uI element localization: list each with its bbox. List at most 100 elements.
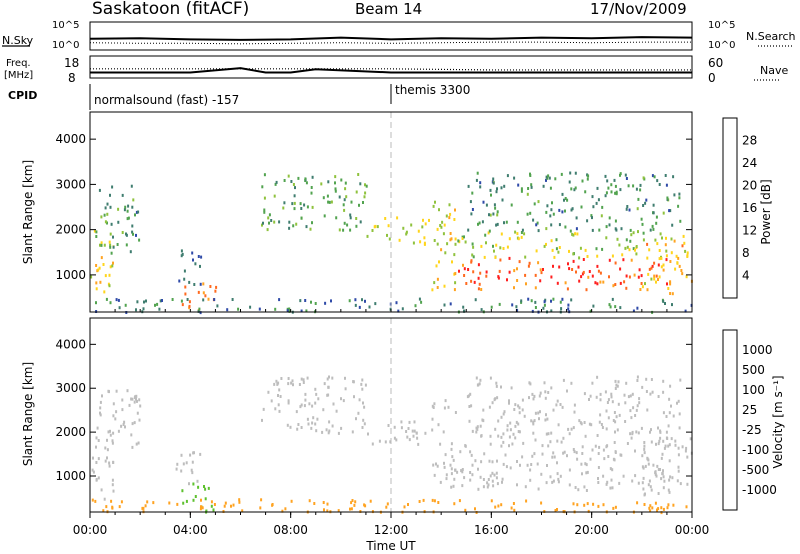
xtick-label: 00:00 bbox=[675, 523, 710, 537]
heatmap-cell bbox=[545, 481, 548, 485]
heatmap-cell bbox=[293, 201, 296, 205]
heatmap-cell bbox=[665, 258, 668, 262]
heatmap-cell bbox=[670, 237, 673, 241]
heatmap-cell bbox=[576, 503, 579, 507]
heatmap-cell bbox=[231, 298, 234, 301]
heatmap-cell bbox=[263, 210, 266, 214]
heatmap-cell bbox=[619, 281, 622, 285]
heatmap-cell bbox=[203, 485, 205, 488]
heatmap-cell bbox=[662, 411, 665, 415]
heatmap-cell bbox=[537, 200, 540, 204]
heatmap-cell bbox=[138, 398, 141, 402]
heatmap-cell bbox=[300, 426, 303, 429]
date-title: 17/Nov/2009 bbox=[590, 0, 687, 18]
heatmap-cell bbox=[261, 418, 263, 422]
heatmap-cell bbox=[397, 309, 400, 313]
heatmap-cell bbox=[120, 424, 123, 428]
heatmap-cell bbox=[568, 468, 571, 472]
heatmap-cell bbox=[440, 225, 443, 229]
heatmap-cell bbox=[405, 232, 408, 236]
heatmap-cell bbox=[485, 241, 487, 245]
heatmap-cell bbox=[331, 424, 334, 428]
heatmap-cell bbox=[528, 396, 530, 400]
heatmap-cell bbox=[104, 459, 107, 463]
heatmap-cell bbox=[657, 468, 660, 471]
heatmap-cell bbox=[569, 229, 572, 233]
heatmap-cell bbox=[176, 502, 179, 506]
heatmap-cell bbox=[135, 442, 138, 446]
heatmap-cell bbox=[489, 434, 492, 438]
heatmap-cell bbox=[363, 195, 366, 199]
colorbar-tick-label: 500 bbox=[742, 363, 765, 377]
heatmap-cell bbox=[653, 261, 656, 265]
heatmap-cell bbox=[282, 206, 285, 210]
heatmap-cell bbox=[445, 473, 448, 477]
heatmap-cell bbox=[395, 438, 398, 442]
heatmap-cell bbox=[517, 422, 520, 426]
heatmap-cell bbox=[599, 271, 602, 275]
heatmap-cell bbox=[686, 251, 689, 255]
heatmap-cell bbox=[288, 226, 291, 230]
heatmap-cell bbox=[310, 426, 313, 430]
heatmap-cell bbox=[557, 477, 560, 481]
heatmap-cell bbox=[135, 394, 138, 398]
heatmap-cell bbox=[191, 460, 194, 464]
heatmap-cell bbox=[330, 299, 332, 303]
heatmap-cell bbox=[286, 309, 289, 313]
heatmap-cell bbox=[534, 273, 537, 277]
heatmap-cell bbox=[612, 457, 615, 461]
heatmap-cell bbox=[161, 299, 163, 302]
heatmap-cell bbox=[131, 397, 134, 401]
heatmap-cell bbox=[489, 376, 492, 380]
heatmap-cell bbox=[480, 244, 483, 248]
heatmap-cell bbox=[463, 274, 466, 277]
heatmap-cell bbox=[450, 467, 453, 471]
heatmap-cell bbox=[642, 476, 645, 480]
heatmap-cell bbox=[660, 265, 663, 269]
heatmap-cell bbox=[293, 207, 296, 211]
heatmap-cell bbox=[198, 307, 201, 311]
heatmap-cell bbox=[304, 398, 307, 402]
heatmap-cell bbox=[491, 460, 494, 464]
heatmap-cell bbox=[184, 292, 187, 296]
xtick-label: 16:00 bbox=[474, 523, 509, 537]
freq-series-line bbox=[90, 67, 692, 74]
heatmap-cell bbox=[530, 419, 533, 423]
heatmap-cell bbox=[492, 177, 495, 181]
heatmap-cell bbox=[90, 275, 93, 279]
heatmap-cell bbox=[604, 174, 607, 178]
heatmap-cell bbox=[516, 267, 518, 271]
heatmap-cell bbox=[613, 178, 616, 182]
heatmap-cell bbox=[463, 267, 466, 271]
heatmap-cell bbox=[433, 281, 436, 285]
heatmap-cell bbox=[401, 307, 404, 311]
heatmap-cell bbox=[538, 417, 540, 421]
heatmap-cell bbox=[619, 172, 622, 176]
heatmap-cell bbox=[190, 468, 193, 472]
heatmap-cell bbox=[638, 401, 641, 405]
heatmap-cell bbox=[144, 504, 147, 508]
heatmap-cell bbox=[357, 173, 360, 176]
heatmap-cell bbox=[559, 474, 562, 478]
heatmap-cell bbox=[202, 291, 205, 295]
nave-label: Nave bbox=[760, 64, 788, 77]
heatmap-cell bbox=[516, 232, 519, 236]
heatmap-cell bbox=[98, 266, 101, 270]
heatmap-cell bbox=[561, 192, 564, 196]
heatmap-cell bbox=[568, 483, 571, 487]
heatmap-cell bbox=[338, 228, 341, 232]
heatmap-cell bbox=[400, 426, 403, 430]
heatmap-cell bbox=[103, 497, 106, 501]
heatmap-cell bbox=[665, 415, 668, 418]
heatmap-cell bbox=[106, 212, 109, 216]
heatmap-cell bbox=[638, 268, 641, 272]
heatmap-cell bbox=[666, 282, 668, 286]
heatmap-cell bbox=[668, 459, 671, 463]
heatmap-cell bbox=[443, 406, 446, 410]
heatmap-cell bbox=[669, 260, 672, 263]
heatmap-cell bbox=[326, 502, 329, 506]
heatmap-cell bbox=[112, 261, 114, 265]
heatmap-cell bbox=[665, 183, 668, 187]
heatmap-cell bbox=[608, 258, 611, 262]
heatmap-cell bbox=[310, 300, 312, 304]
